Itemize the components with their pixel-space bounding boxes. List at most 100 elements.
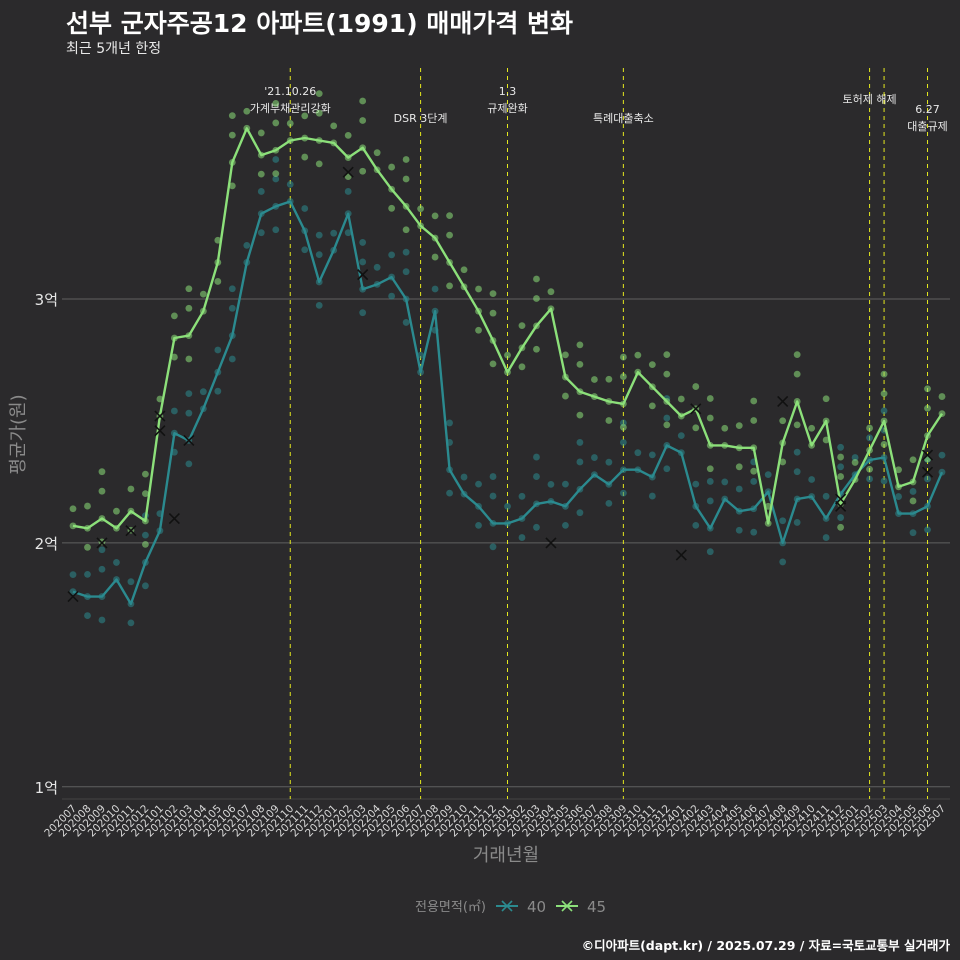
transaction-dot — [619, 439, 627, 446]
transaction-dot — [837, 463, 845, 471]
transaction-dot — [706, 478, 714, 485]
transaction-dot — [214, 346, 222, 354]
transaction-dot — [533, 473, 540, 480]
x-marker — [690, 403, 702, 415]
event-label: 특례대출축소 — [593, 112, 654, 125]
transaction-dot — [576, 509, 584, 517]
transaction-dot — [272, 100, 280, 107]
transaction-dot — [315, 231, 323, 239]
transaction-dot — [402, 175, 410, 183]
transaction-dot — [228, 182, 236, 190]
transaction-dot — [793, 351, 801, 359]
x-marker-stroke — [125, 525, 137, 537]
source-caption: ©디아파트(dapt.kr) / 2025.07.29 / 자료=국토교통부 실… — [581, 938, 950, 953]
transaction-dot — [344, 131, 352, 139]
transaction-dot — [938, 393, 946, 400]
transaction-dot — [315, 160, 323, 168]
transaction-dot — [837, 453, 845, 461]
transaction-dot — [619, 489, 627, 497]
transaction-dot — [837, 473, 845, 480]
transaction-dot — [446, 231, 453, 239]
transaction-dot — [272, 119, 280, 127]
transaction-dot — [851, 454, 859, 461]
transaction-dot — [214, 387, 222, 395]
transaction-dot — [460, 473, 468, 481]
transaction-dot — [562, 392, 569, 400]
transaction-dot — [475, 326, 482, 334]
transaction-dot — [822, 492, 830, 500]
x-marker — [154, 425, 166, 437]
transaction-dot — [127, 619, 135, 627]
x-marker-stroke — [342, 166, 354, 178]
transaction-dot — [866, 475, 873, 483]
transaction-dot — [489, 543, 497, 551]
transaction-dot — [663, 370, 671, 378]
x-marker — [545, 537, 557, 549]
transaction-dot — [315, 301, 323, 309]
transaction-dot — [504, 502, 511, 510]
x-marker-stroke — [835, 500, 847, 512]
transaction-dot — [793, 421, 801, 429]
transaction-dot — [648, 402, 656, 410]
y-tick-label: 3억 — [35, 291, 58, 309]
event-label: DSR 3단계 — [394, 112, 448, 125]
transaction-dot — [793, 519, 801, 526]
transaction-dot — [706, 497, 714, 505]
transaction-dot — [533, 453, 540, 461]
transaction-dot — [228, 355, 236, 363]
transaction-dot — [359, 97, 367, 105]
transaction-dot — [909, 456, 917, 464]
transaction-dot — [837, 443, 845, 451]
transaction-dot — [142, 531, 149, 539]
event-label: 규제완화 — [487, 102, 527, 115]
transaction-dot — [779, 517, 787, 525]
chart-title: 선부 군자주공12 아파트(1991) 매매가격 변화 — [66, 9, 574, 38]
transaction-dot — [866, 465, 873, 473]
y-tick-label: 1억 — [35, 779, 58, 797]
transaction-dot — [446, 419, 453, 427]
transaction-dot — [272, 175, 280, 183]
transaction-dot — [301, 246, 309, 254]
transaction-dot — [880, 407, 888, 415]
transaction-dot — [272, 226, 280, 234]
transaction-dot — [634, 449, 642, 457]
y-tick-label: 2억 — [35, 535, 58, 553]
transaction-dot — [518, 534, 526, 541]
event-label: '21.10.26 — [264, 85, 316, 98]
transaction-dot — [359, 258, 367, 266]
transaction-dot — [431, 253, 439, 261]
transaction-dot — [199, 388, 207, 396]
transaction-dot — [895, 466, 902, 474]
transaction-dot — [779, 558, 787, 566]
transaction-dot — [648, 361, 656, 369]
transaction-dot — [84, 612, 91, 619]
transaction-dot — [257, 170, 265, 178]
transaction-dot — [330, 122, 338, 130]
transaction-dot — [98, 565, 106, 573]
transaction-dot — [199, 290, 207, 298]
transaction-dot — [446, 489, 453, 497]
transaction-dot — [446, 282, 453, 290]
transaction-dot — [301, 205, 309, 212]
transaction-dot — [272, 170, 280, 178]
transaction-dot — [764, 471, 772, 479]
transaction-dot — [518, 492, 526, 500]
x-marker — [777, 395, 789, 408]
transaction-dot — [605, 417, 613, 424]
x-marker-stroke — [921, 449, 934, 461]
transaction-dot — [388, 204, 396, 212]
x-marker — [168, 512, 180, 525]
transaction-dot — [562, 480, 569, 488]
transaction-dot — [605, 375, 613, 383]
transaction-dot — [880, 477, 888, 485]
transaction-dot — [533, 345, 540, 353]
transaction-dot — [822, 436, 830, 444]
x-marker — [154, 410, 166, 422]
transaction-dot — [142, 490, 149, 498]
transaction-dot — [735, 422, 743, 429]
transaction-dot — [547, 288, 555, 296]
transaction-dot — [562, 521, 569, 529]
transaction-dot — [909, 497, 917, 505]
transaction-dot — [909, 529, 917, 537]
transaction-dot — [851, 459, 859, 466]
